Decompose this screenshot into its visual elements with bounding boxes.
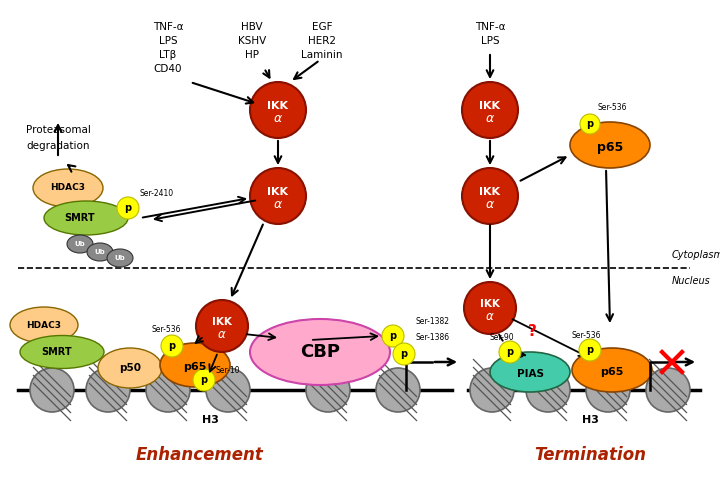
Text: HER2: HER2 <box>308 36 336 46</box>
Text: Ser-536: Ser-536 <box>152 325 181 334</box>
Text: p: p <box>586 345 593 355</box>
Text: HDAC3: HDAC3 <box>50 184 86 193</box>
Circle shape <box>382 325 404 347</box>
Text: LPS: LPS <box>481 36 499 46</box>
Ellipse shape <box>98 348 162 388</box>
Circle shape <box>393 343 415 365</box>
Text: LPS: LPS <box>158 36 177 46</box>
Ellipse shape <box>490 352 570 392</box>
Text: p65: p65 <box>184 362 207 372</box>
Text: Proteasomal: Proteasomal <box>26 125 91 135</box>
Text: H3: H3 <box>202 415 218 425</box>
Circle shape <box>146 368 190 412</box>
Text: HP: HP <box>245 50 259 60</box>
Text: p: p <box>125 203 132 213</box>
Ellipse shape <box>107 249 133 267</box>
Text: p: p <box>168 341 176 351</box>
Text: $\mathit{\alpha}$: $\mathit{\alpha}$ <box>485 113 495 126</box>
Ellipse shape <box>44 201 128 235</box>
Text: TNF-α: TNF-α <box>153 22 184 32</box>
Circle shape <box>30 368 74 412</box>
Text: $\mathit{\alpha}$: $\mathit{\alpha}$ <box>273 113 283 126</box>
Text: IKK: IKK <box>268 187 289 197</box>
Text: IKK: IKK <box>480 187 500 197</box>
Circle shape <box>250 168 306 224</box>
Text: CBP: CBP <box>300 343 340 361</box>
Text: p50: p50 <box>119 363 141 373</box>
Text: Termination: Termination <box>534 446 646 464</box>
Text: Ser-1382: Ser-1382 <box>416 317 450 326</box>
Text: Ser-536: Ser-536 <box>598 103 628 112</box>
Ellipse shape <box>250 319 390 385</box>
Text: SMRT: SMRT <box>42 347 72 357</box>
Text: $\mathit{\alpha}$: $\mathit{\alpha}$ <box>485 311 495 324</box>
Ellipse shape <box>10 307 78 343</box>
Text: HDAC3: HDAC3 <box>27 321 61 329</box>
Circle shape <box>462 168 518 224</box>
Text: IKK: IKK <box>212 317 232 327</box>
Circle shape <box>161 335 183 357</box>
Circle shape <box>470 368 514 412</box>
Ellipse shape <box>20 336 104 369</box>
Circle shape <box>86 368 130 412</box>
Text: KSHV: KSHV <box>238 36 266 46</box>
Text: p65: p65 <box>597 142 623 155</box>
Text: p: p <box>390 331 397 341</box>
Text: ?: ? <box>528 325 536 340</box>
Text: p65: p65 <box>600 367 624 377</box>
Circle shape <box>464 282 516 334</box>
Circle shape <box>580 114 600 134</box>
Text: IKK: IKK <box>268 101 289 111</box>
Text: H3: H3 <box>582 415 598 425</box>
Ellipse shape <box>87 243 113 261</box>
Text: EGF: EGF <box>312 22 332 32</box>
Text: SMRT: SMRT <box>65 213 95 223</box>
Text: Laminin: Laminin <box>301 50 343 60</box>
Text: IKK: IKK <box>480 299 500 309</box>
Text: PIAS: PIAS <box>516 369 544 379</box>
Text: LTβ: LTβ <box>159 50 176 60</box>
Text: Ub: Ub <box>114 255 125 261</box>
Text: $\mathit{\alpha}$: $\mathit{\alpha}$ <box>273 199 283 212</box>
Text: p: p <box>200 375 207 385</box>
Text: Ser-2410: Ser-2410 <box>140 189 174 198</box>
Circle shape <box>306 368 350 412</box>
Ellipse shape <box>160 343 230 387</box>
Circle shape <box>579 339 601 361</box>
Text: p: p <box>586 119 593 129</box>
Circle shape <box>196 300 248 352</box>
Circle shape <box>646 368 690 412</box>
Circle shape <box>250 82 306 138</box>
Text: Ser-1386: Ser-1386 <box>416 333 450 342</box>
Text: CD40: CD40 <box>154 64 182 74</box>
Text: Cytoplasm: Cytoplasm <box>672 250 720 260</box>
Text: IKK: IKK <box>480 101 500 111</box>
Text: $\mathit{\alpha}$: $\mathit{\alpha}$ <box>217 328 227 341</box>
Circle shape <box>499 341 521 363</box>
Text: Nucleus: Nucleus <box>672 276 711 286</box>
Text: TNF-α: TNF-α <box>474 22 505 32</box>
Text: Ser-90: Ser-90 <box>490 333 515 342</box>
Circle shape <box>117 197 139 219</box>
Ellipse shape <box>33 169 103 207</box>
Text: Enhancement: Enhancement <box>136 446 264 464</box>
Ellipse shape <box>570 122 650 168</box>
Text: Ser-536: Ser-536 <box>572 331 601 340</box>
Text: Ser-10: Ser-10 <box>216 366 240 375</box>
Circle shape <box>586 368 630 412</box>
Circle shape <box>376 368 420 412</box>
Circle shape <box>526 368 570 412</box>
Ellipse shape <box>67 235 93 253</box>
Text: degradation: degradation <box>26 141 90 151</box>
Text: Ub: Ub <box>75 241 86 247</box>
Text: p: p <box>506 347 513 357</box>
Ellipse shape <box>572 348 652 392</box>
Circle shape <box>206 368 250 412</box>
Circle shape <box>193 369 215 391</box>
Circle shape <box>462 82 518 138</box>
Text: HBV: HBV <box>241 22 263 32</box>
Text: $\mathit{\alpha}$: $\mathit{\alpha}$ <box>485 199 495 212</box>
Text: Ub: Ub <box>94 249 105 255</box>
Text: p: p <box>400 349 408 359</box>
